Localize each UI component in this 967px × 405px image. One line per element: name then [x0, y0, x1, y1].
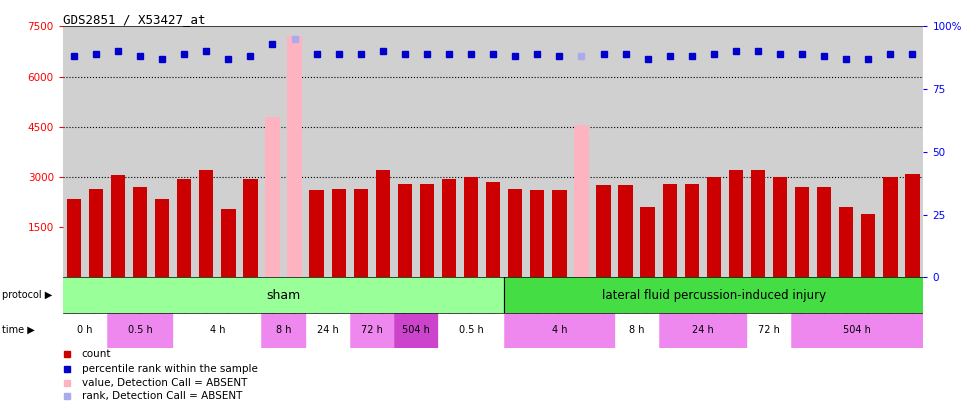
Text: 504 h: 504 h [843, 325, 871, 335]
Bar [552, 190, 567, 277]
Bar [839, 207, 854, 277]
Bar [773, 177, 787, 277]
Bar [508, 189, 522, 277]
Bar [685, 184, 699, 277]
Text: 24 h: 24 h [317, 325, 338, 335]
Bar [306, 313, 350, 348]
Text: 4 h: 4 h [210, 325, 225, 335]
Bar [199, 170, 214, 277]
Bar [905, 174, 920, 277]
Bar [261, 313, 306, 348]
Text: protocol ▶: protocol ▶ [2, 290, 52, 300]
Bar [177, 179, 191, 277]
Bar [747, 313, 791, 348]
Text: 0 h: 0 h [77, 325, 93, 335]
Bar [862, 214, 875, 277]
Text: count: count [82, 350, 111, 359]
Bar [707, 177, 721, 277]
Bar [438, 313, 504, 348]
Bar [486, 182, 500, 277]
Bar [173, 313, 261, 348]
Text: 24 h: 24 h [692, 325, 714, 335]
Bar [397, 184, 412, 277]
Bar [132, 187, 147, 277]
Bar [111, 175, 125, 277]
Text: rank, Detection Call = ABSENT: rank, Detection Call = ABSENT [82, 391, 242, 401]
Text: value, Detection Call = ABSENT: value, Detection Call = ABSENT [82, 377, 248, 388]
Bar [817, 187, 832, 277]
Text: 72 h: 72 h [361, 325, 383, 335]
Bar [67, 199, 81, 277]
Text: 0.5 h: 0.5 h [128, 325, 153, 335]
Bar [155, 199, 169, 277]
Bar [63, 277, 504, 313]
Bar [640, 207, 655, 277]
Bar [221, 209, 236, 277]
Bar [750, 170, 765, 277]
Bar [597, 185, 611, 277]
Bar [504, 313, 615, 348]
Bar [332, 189, 346, 277]
Text: 504 h: 504 h [402, 325, 430, 335]
Bar [265, 117, 279, 277]
Bar [615, 313, 659, 348]
Bar [394, 313, 438, 348]
Bar [89, 189, 103, 277]
Bar [574, 125, 589, 277]
Bar [795, 187, 809, 277]
Bar [442, 179, 456, 277]
Bar [375, 170, 390, 277]
Text: lateral fluid percussion-induced injury: lateral fluid percussion-induced injury [601, 288, 826, 301]
Bar [883, 177, 897, 277]
Text: GDS2851 / X53427_at: GDS2851 / X53427_at [63, 13, 205, 26]
Text: 0.5 h: 0.5 h [458, 325, 484, 335]
Text: sham: sham [266, 288, 301, 301]
Text: time ▶: time ▶ [2, 325, 35, 335]
Bar [309, 190, 324, 277]
Text: 8 h: 8 h [276, 325, 291, 335]
Bar [350, 313, 394, 348]
Bar [530, 190, 544, 277]
Bar [287, 36, 302, 277]
Bar [420, 184, 434, 277]
Text: 4 h: 4 h [551, 325, 567, 335]
Bar [662, 184, 677, 277]
Bar [504, 277, 923, 313]
Text: 72 h: 72 h [758, 325, 780, 335]
Text: percentile rank within the sample: percentile rank within the sample [82, 364, 257, 374]
Bar [244, 179, 257, 277]
Bar [107, 313, 173, 348]
Text: 8 h: 8 h [629, 325, 644, 335]
Bar [791, 313, 923, 348]
Bar [354, 189, 367, 277]
Bar [659, 313, 747, 348]
Bar [63, 313, 107, 348]
Bar [619, 185, 632, 277]
Bar [729, 170, 743, 277]
Bar [464, 177, 479, 277]
